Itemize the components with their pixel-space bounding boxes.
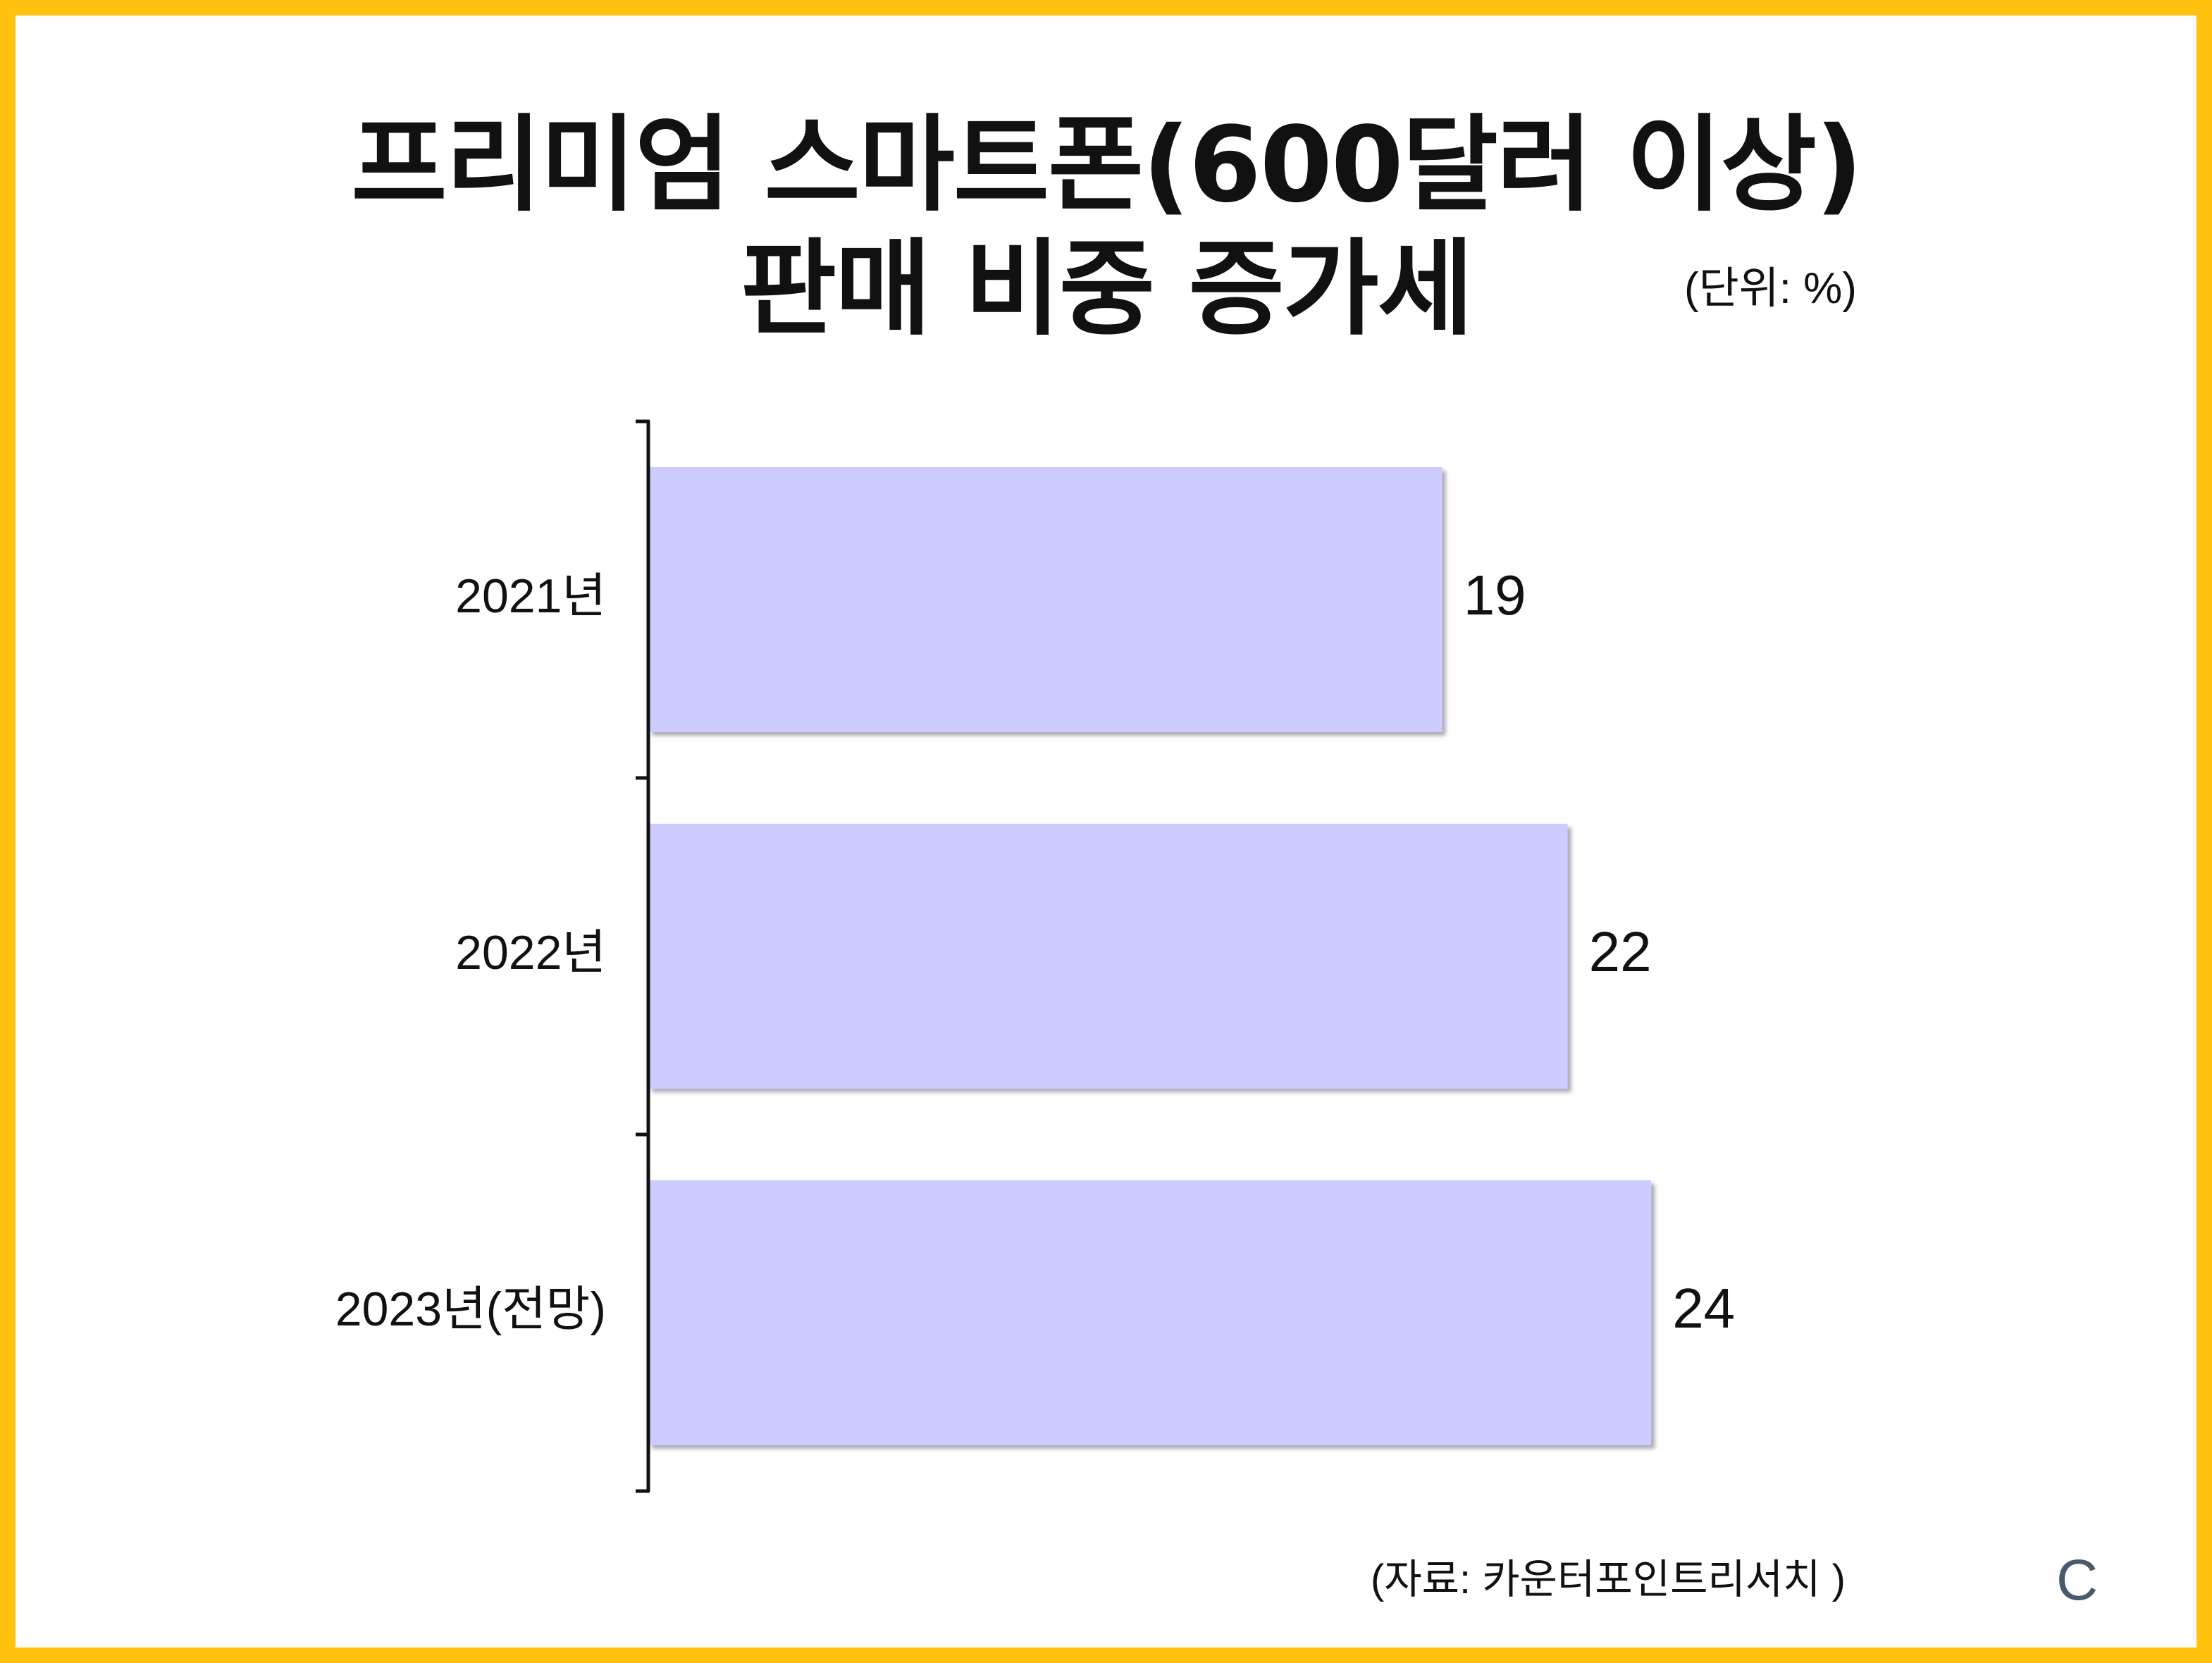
bar-2: [648, 824, 1568, 1089]
category-label-2: 2022년: [455, 926, 606, 979]
category-label-3: 2023년(전망): [335, 1282, 606, 1336]
data-label-3: 24: [1672, 1277, 1735, 1340]
bar-1: [648, 467, 1442, 732]
category-label-1: 2021년: [455, 569, 606, 623]
corner-mark: C: [2056, 1548, 2099, 1612]
source-note: (자료: 카운터포인트리서치 ): [1371, 1557, 1846, 1602]
bar-3: [648, 1180, 1652, 1445]
data-label-2: 22: [1589, 920, 1652, 983]
data-label-1: 19: [1464, 564, 1526, 626]
chart-title-line-2: 판매 비중 증가세: [740, 228, 1473, 350]
chart-title-line-1: 프리미엄 스마트폰(600달러 이상): [351, 104, 1862, 225]
unit-note: (단위: %): [1684, 264, 1857, 313]
